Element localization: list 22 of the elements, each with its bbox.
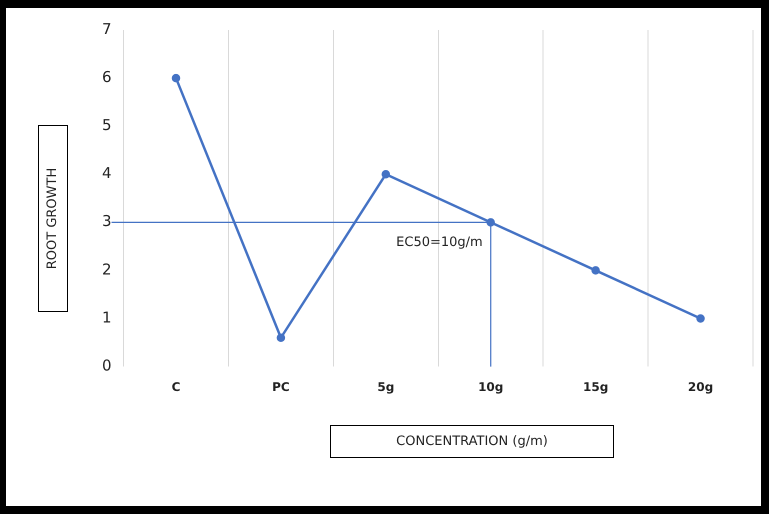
- point: [172, 74, 180, 82]
- x-tick-label: C: [172, 380, 181, 394]
- point: [276, 334, 286, 342]
- y-tick-label: 6: [102, 68, 112, 86]
- x-axis-title: CONCENTRATION (g/m): [330, 425, 614, 458]
- y-axis-title: ROOT GROWTH: [46, 168, 61, 270]
- x-tick-label: 20g: [688, 380, 714, 394]
- x-tick-label: PC: [272, 380, 290, 394]
- point: [591, 266, 600, 275]
- annotation: EC50=10g/m: [396, 235, 483, 250]
- x-tick-label: 10g: [478, 380, 504, 394]
- y-tick-label: 3: [102, 212, 112, 230]
- y-tick-label: 1: [102, 308, 112, 326]
- point: [382, 170, 390, 179]
- y-tick-label: 5: [102, 116, 112, 134]
- x-tick-label: 15g: [582, 380, 608, 394]
- y-tick-label: 2: [102, 260, 112, 278]
- y-tick-label: 4: [102, 164, 112, 182]
- y-tick-label: 0: [102, 356, 112, 374]
- y-tick-label: 7: [102, 20, 112, 38]
- point: [696, 314, 705, 323]
- x-tick-label: 5g: [377, 380, 394, 394]
